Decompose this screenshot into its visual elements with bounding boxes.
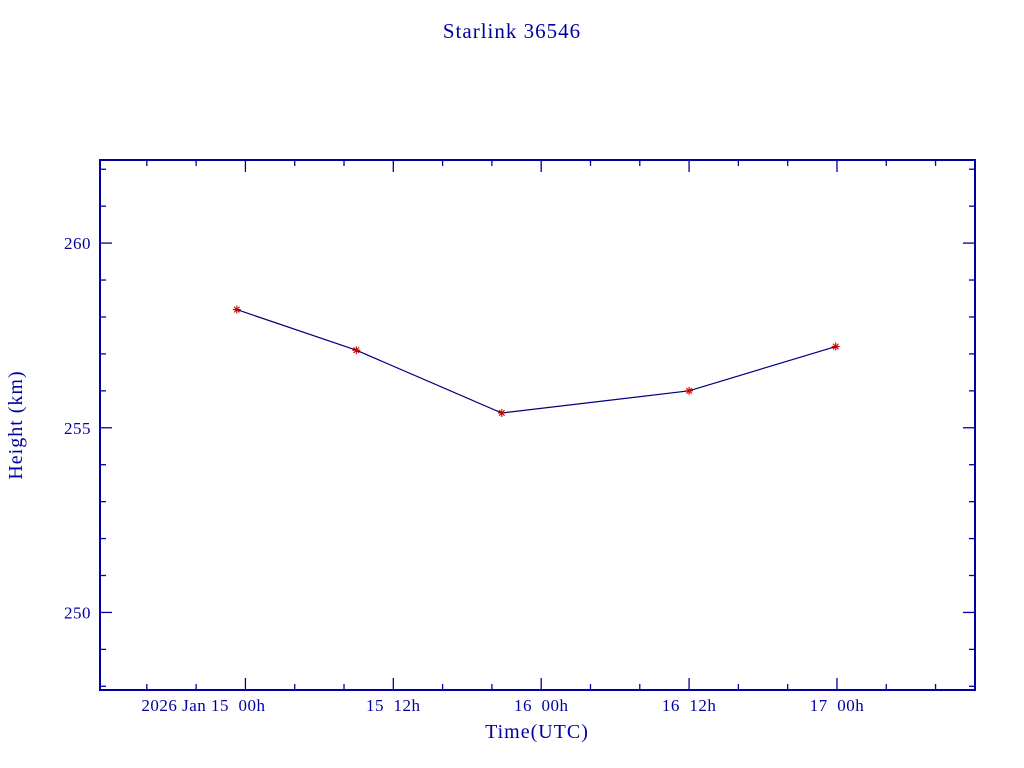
y-tick-label: 255 [64,419,91,438]
data-point-asterisk [685,386,694,395]
x-axis-title: Time(UTC) [485,721,589,743]
x-tick-label: 16 12h [662,696,717,715]
x-tick-label: 16 00h [514,696,569,715]
data-point-asterisk [232,305,241,314]
x-tick-label: 17 00h [810,696,865,715]
data-point-asterisk [831,342,840,351]
data-point-asterisk [497,408,506,417]
x-tick-label: 2026 Jan 15 00h [141,696,265,715]
data-point-asterisk [352,346,361,355]
y-tick-label: 260 [64,234,91,253]
height-data-line [236,309,836,414]
chart-title: Starlink 36546 [443,19,581,43]
data-series [232,305,840,417]
axis-ticks [100,160,975,690]
x-tick-label: 15 12h [366,696,421,715]
plot-frame [99,159,976,691]
y-axis-title: Height (km) [5,370,27,479]
y-tick-label: 250 [64,603,91,622]
axis-tick-labels: 2026 Jan 15 00h 15 12h 16 00h 16 12h 17 00h 2… [64,234,864,715]
